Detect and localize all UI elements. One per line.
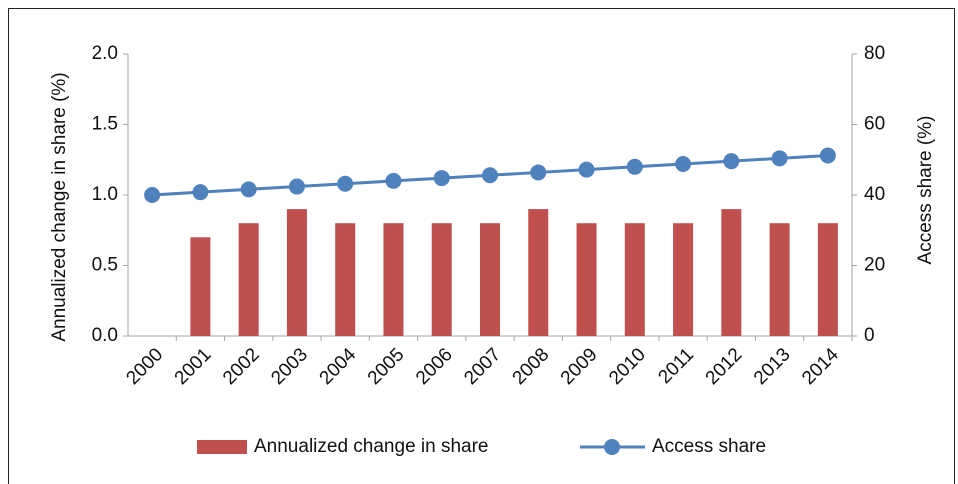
y2-axis-title: Access share (%) [915,116,936,265]
x-tick-label: 2003 [267,344,312,389]
line-marker [723,153,740,170]
line-marker [626,158,643,175]
line-marker [433,170,450,187]
y-tick-label: 2.0 [92,43,118,64]
y-tick-label: 0.0 [92,325,118,346]
x-tick-label: 2004 [316,344,361,389]
y2-tick-label: 60 [864,114,885,135]
bar [576,223,597,336]
legend-swatch [197,440,247,454]
y-axis-title: Annualized change in share (%) [49,72,70,341]
y-tick-label: 1.5 [92,114,118,135]
bar [286,209,307,336]
x-tick-label: 2012 [702,344,747,389]
bar [383,223,404,336]
x-tick-label: 2005 [364,344,409,389]
bar [431,223,452,336]
line-marker [771,150,788,167]
line-marker [675,155,692,172]
bar [335,223,356,336]
bar [673,223,694,336]
y-tick-label: 0.5 [92,255,118,276]
line-marker [240,181,257,198]
x-tick-label: 2010 [605,344,650,389]
line-marker [530,164,547,181]
line-marker [288,178,305,195]
y-tick-label: 1.0 [92,184,118,205]
bar [769,223,790,336]
frame [8,8,955,484]
y2-tick-label: 80 [864,43,885,64]
legend-label: Access share [652,436,766,457]
bar [817,223,838,336]
x-tick-label: 2002 [219,344,264,389]
y2-tick-label: 20 [864,255,885,276]
bar [480,223,500,336]
x-tick-label: 2009 [557,344,602,389]
x-tick-label: 2000 [122,344,167,389]
x-tick-label: 2011 [654,344,698,388]
line-marker [192,184,209,201]
bar [190,237,211,336]
line-marker [144,187,161,203]
y2-tick-label: 0 [864,325,875,346]
legend-label: Annualized change in share [254,436,489,457]
x-tick-label: 2001 [171,344,216,389]
y2-tick-label: 40 [864,184,885,205]
x-tick-label: 2008 [509,344,554,389]
x-tick-label: 2006 [412,344,457,389]
x-tick-label: 2014 [798,344,843,389]
bar [238,223,259,336]
x-tick-label: 2013 [750,344,795,389]
line-marker [482,167,498,184]
x-tick-label: 2007 [460,344,505,389]
bar [624,223,645,336]
bar [721,209,742,336]
line-marker [578,161,595,178]
line-marker [385,172,402,189]
line-marker [337,175,354,192]
legend-marker [604,439,620,455]
bar [528,209,549,336]
line-marker [819,147,836,164]
